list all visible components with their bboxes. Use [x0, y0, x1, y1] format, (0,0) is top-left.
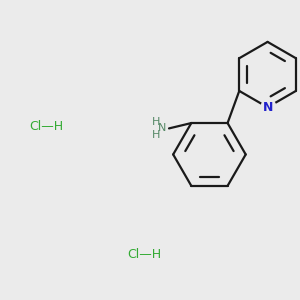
Text: Cl—H: Cl—H: [29, 120, 63, 133]
Text: H: H: [152, 130, 160, 140]
Text: N: N: [262, 101, 273, 114]
Text: H: H: [152, 117, 160, 127]
Text: N: N: [158, 123, 166, 134]
Text: Cl—H: Cl—H: [127, 248, 161, 260]
